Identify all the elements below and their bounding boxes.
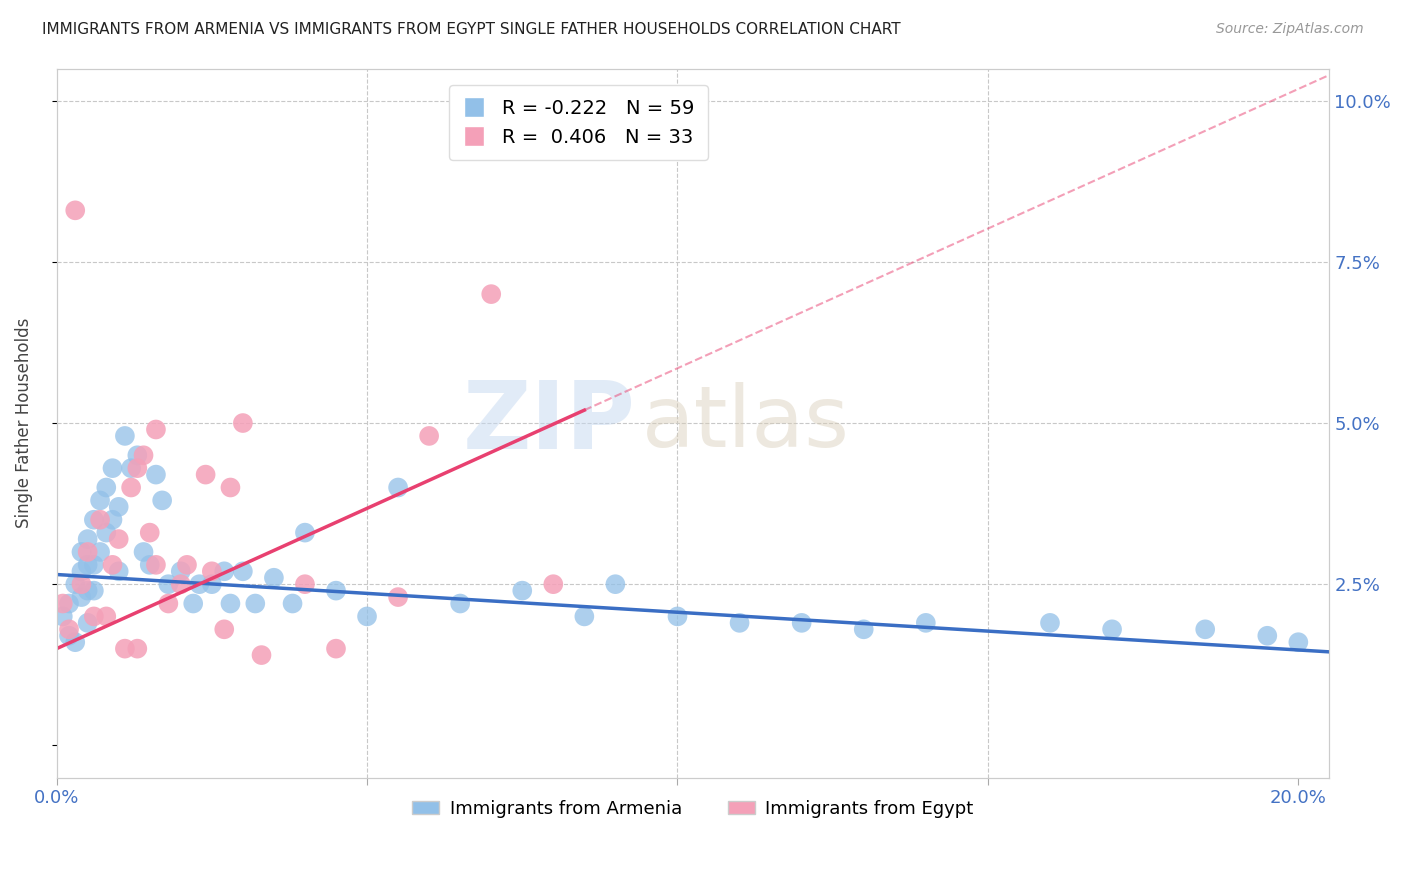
Point	[157, 597, 180, 611]
Text: Source: ZipAtlas.com: Source: ZipAtlas.com	[1216, 22, 1364, 37]
Point	[145, 558, 167, 572]
Point	[83, 558, 105, 572]
Point	[245, 597, 267, 611]
Point	[666, 609, 689, 624]
Point	[132, 545, 155, 559]
Point	[605, 577, 627, 591]
Point	[1256, 629, 1278, 643]
Point	[356, 609, 378, 624]
Point	[76, 615, 98, 630]
Point	[76, 545, 98, 559]
Point	[101, 513, 124, 527]
Point	[70, 564, 93, 578]
Point	[543, 577, 565, 591]
Point	[1194, 623, 1216, 637]
Point	[219, 597, 242, 611]
Point	[790, 615, 813, 630]
Point	[263, 571, 285, 585]
Point	[176, 558, 198, 572]
Point	[139, 525, 162, 540]
Point	[852, 623, 875, 637]
Point	[89, 493, 111, 508]
Text: ZIP: ZIP	[463, 377, 636, 469]
Point	[188, 577, 211, 591]
Point	[212, 623, 235, 637]
Point	[96, 609, 118, 624]
Point	[127, 641, 149, 656]
Point	[127, 461, 149, 475]
Point	[120, 461, 142, 475]
Point	[96, 525, 118, 540]
Point	[325, 583, 347, 598]
Text: IMMIGRANTS FROM ARMENIA VS IMMIGRANTS FROM EGYPT SINGLE FATHER HOUSEHOLDS CORREL: IMMIGRANTS FROM ARMENIA VS IMMIGRANTS FR…	[42, 22, 901, 37]
Point	[83, 513, 105, 527]
Point	[170, 577, 193, 591]
Point	[139, 558, 162, 572]
Point	[58, 623, 80, 637]
Point	[157, 577, 180, 591]
Point	[132, 448, 155, 462]
Point	[70, 545, 93, 559]
Point	[574, 609, 596, 624]
Point	[83, 609, 105, 624]
Point	[107, 532, 129, 546]
Point	[65, 577, 87, 591]
Point	[76, 532, 98, 546]
Point	[101, 558, 124, 572]
Point	[294, 525, 316, 540]
Point	[232, 416, 254, 430]
Point	[70, 590, 93, 604]
Point	[181, 597, 204, 611]
Point	[58, 629, 80, 643]
Point	[479, 287, 502, 301]
Point	[1039, 615, 1062, 630]
Point	[387, 590, 409, 604]
Point	[145, 422, 167, 436]
Point	[52, 597, 75, 611]
Point	[510, 583, 533, 598]
Point	[70, 577, 93, 591]
Point	[219, 481, 242, 495]
Point	[83, 583, 105, 598]
Point	[145, 467, 167, 482]
Point	[201, 564, 224, 578]
Point	[449, 597, 471, 611]
Point	[101, 461, 124, 475]
Point	[96, 481, 118, 495]
Point	[1286, 635, 1309, 649]
Point	[294, 577, 316, 591]
Point	[89, 545, 111, 559]
Point	[194, 467, 217, 482]
Point	[232, 564, 254, 578]
Point	[914, 615, 936, 630]
Point	[120, 481, 142, 495]
Point	[114, 429, 136, 443]
Point	[58, 597, 80, 611]
Point	[114, 641, 136, 656]
Point	[76, 583, 98, 598]
Point	[325, 641, 347, 656]
Point	[387, 481, 409, 495]
Point	[52, 609, 75, 624]
Point	[281, 597, 304, 611]
Point	[107, 564, 129, 578]
Point	[127, 448, 149, 462]
Point	[1101, 623, 1123, 637]
Point	[201, 577, 224, 591]
Point	[76, 558, 98, 572]
Point	[212, 564, 235, 578]
Point	[107, 500, 129, 514]
Point	[65, 203, 87, 218]
Point	[150, 493, 173, 508]
Point	[418, 429, 440, 443]
Point	[250, 648, 273, 662]
Text: atlas: atlas	[643, 382, 851, 465]
Point	[170, 564, 193, 578]
Point	[89, 513, 111, 527]
Point	[65, 635, 87, 649]
Legend: Immigrants from Armenia, Immigrants from Egypt: Immigrants from Armenia, Immigrants from…	[405, 793, 981, 825]
Point	[728, 615, 751, 630]
Y-axis label: Single Father Households: Single Father Households	[15, 318, 32, 528]
